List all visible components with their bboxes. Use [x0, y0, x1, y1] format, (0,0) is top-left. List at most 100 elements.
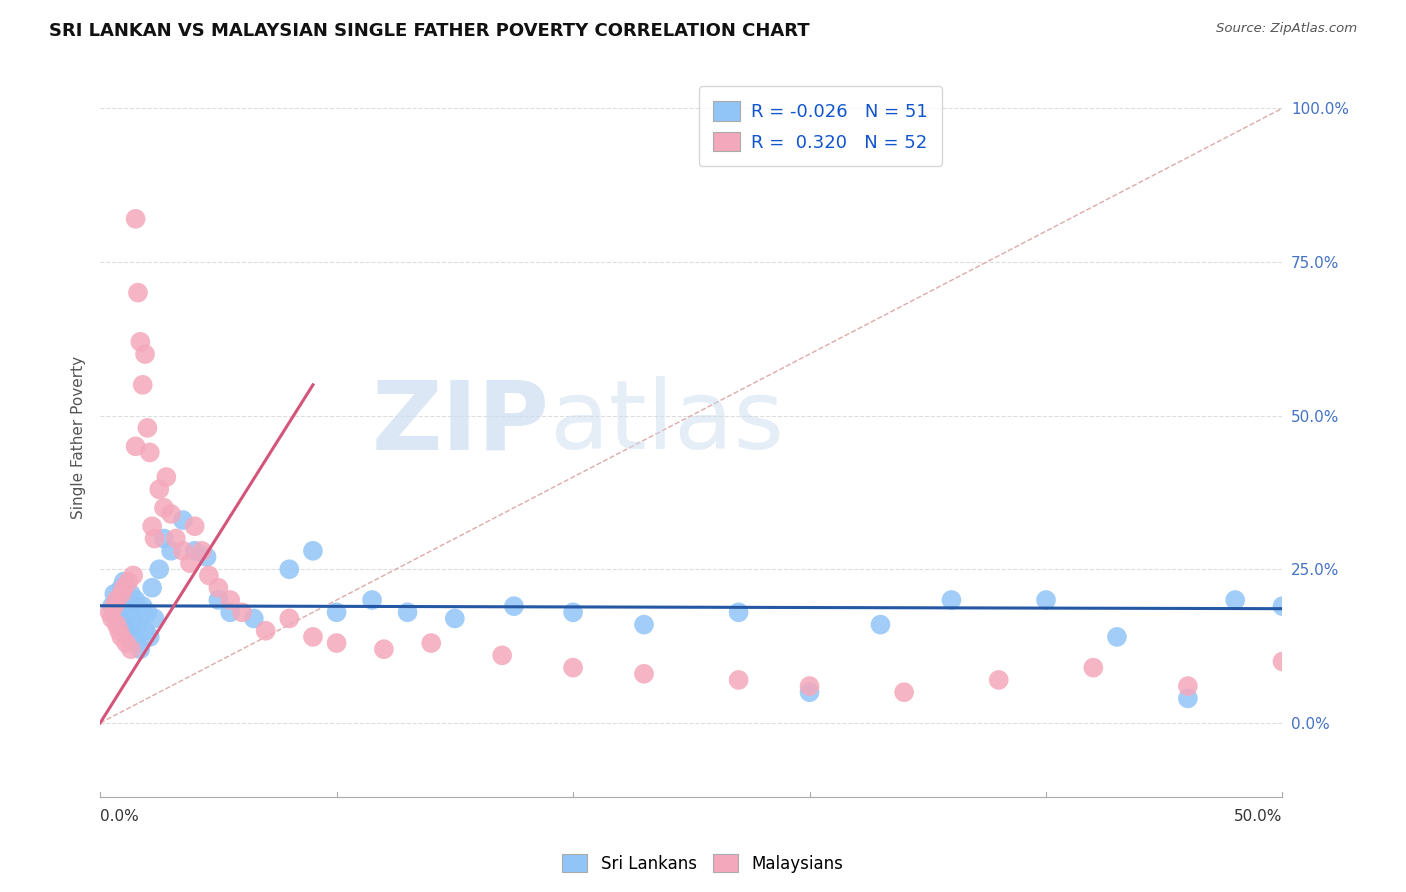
Point	[134, 624, 156, 638]
Point	[143, 532, 166, 546]
Point	[869, 617, 891, 632]
Point	[110, 630, 132, 644]
Point	[141, 581, 163, 595]
Point	[120, 642, 142, 657]
Point	[139, 630, 162, 644]
Point	[172, 513, 194, 527]
Text: Source: ZipAtlas.com: Source: ZipAtlas.com	[1216, 22, 1357, 36]
Point	[727, 605, 749, 619]
Point	[124, 211, 146, 226]
Point	[141, 519, 163, 533]
Point	[124, 439, 146, 453]
Point	[231, 605, 253, 619]
Point	[112, 617, 135, 632]
Point	[396, 605, 419, 619]
Point	[1035, 593, 1057, 607]
Point	[103, 587, 125, 601]
Point	[727, 673, 749, 687]
Point	[219, 605, 242, 619]
Point	[1271, 655, 1294, 669]
Point	[122, 611, 145, 625]
Point	[633, 666, 655, 681]
Point	[1083, 660, 1105, 674]
Point	[153, 532, 176, 546]
Point	[101, 599, 124, 614]
Point	[112, 581, 135, 595]
Point	[155, 470, 177, 484]
Legend: Sri Lankans, Malaysians: Sri Lankans, Malaysians	[555, 847, 851, 880]
Text: 50.0%: 50.0%	[1234, 809, 1282, 824]
Point	[562, 605, 585, 619]
Point	[148, 483, 170, 497]
Point	[1105, 630, 1128, 644]
Point	[101, 611, 124, 625]
Point	[941, 593, 963, 607]
Point	[153, 500, 176, 515]
Point	[1225, 593, 1247, 607]
Y-axis label: Single Father Poverty: Single Father Poverty	[72, 356, 86, 518]
Point	[117, 605, 139, 619]
Point	[254, 624, 277, 638]
Point	[98, 605, 121, 619]
Point	[108, 624, 131, 638]
Point	[122, 568, 145, 582]
Point	[165, 532, 187, 546]
Text: 0.0%: 0.0%	[100, 809, 139, 824]
Point	[112, 574, 135, 589]
Point	[105, 605, 128, 619]
Point	[491, 648, 513, 663]
Point	[108, 611, 131, 625]
Point	[195, 549, 218, 564]
Point	[136, 605, 159, 619]
Point	[799, 685, 821, 699]
Point	[105, 593, 128, 607]
Point	[179, 556, 201, 570]
Point	[129, 642, 152, 657]
Point	[134, 347, 156, 361]
Point	[105, 617, 128, 632]
Point	[1177, 679, 1199, 693]
Point	[143, 611, 166, 625]
Point	[172, 544, 194, 558]
Point	[120, 630, 142, 644]
Point	[183, 544, 205, 558]
Point	[127, 617, 149, 632]
Point	[136, 421, 159, 435]
Point	[198, 568, 221, 582]
Point	[219, 593, 242, 607]
Point	[325, 605, 347, 619]
Point	[115, 636, 138, 650]
Point	[302, 630, 325, 644]
Point	[103, 599, 125, 614]
Point	[361, 593, 384, 607]
Point	[207, 593, 229, 607]
Point	[325, 636, 347, 650]
Point	[503, 599, 526, 614]
Point	[112, 599, 135, 614]
Point	[117, 574, 139, 589]
Point	[160, 507, 183, 521]
Point	[1271, 599, 1294, 614]
Point	[124, 636, 146, 650]
Point	[243, 611, 266, 625]
Text: atlas: atlas	[550, 376, 785, 469]
Point	[129, 334, 152, 349]
Point	[443, 611, 465, 625]
Point	[987, 673, 1010, 687]
Point	[131, 599, 153, 614]
Point	[120, 587, 142, 601]
Point	[127, 285, 149, 300]
Point	[420, 636, 443, 650]
Point	[373, 642, 395, 657]
Point	[131, 377, 153, 392]
Point	[302, 544, 325, 558]
Point	[108, 593, 131, 607]
Point	[633, 617, 655, 632]
Point	[148, 562, 170, 576]
Point	[893, 685, 915, 699]
Point	[562, 660, 585, 674]
Point	[191, 544, 214, 558]
Text: ZIP: ZIP	[371, 376, 550, 469]
Point	[115, 624, 138, 638]
Point	[124, 593, 146, 607]
